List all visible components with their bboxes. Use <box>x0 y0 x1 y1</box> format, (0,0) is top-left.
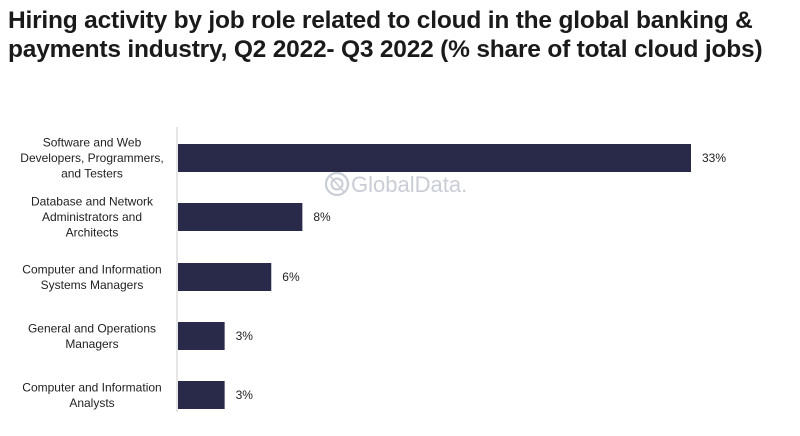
category-label-line: Database and Network <box>31 195 154 209</box>
category-label: Computer and Information Analysts <box>22 380 161 410</box>
category-label-line: and Testers <box>61 167 123 181</box>
category-label-line: Computer and Information <box>22 380 161 394</box>
bar <box>178 263 272 291</box>
globaldata-logo-icon <box>324 171 350 197</box>
value-labels: 33% 8% 6% 3% 3% <box>236 151 727 402</box>
category-label-line: Managers <box>65 337 118 351</box>
category-label-line: Computer and Information <box>22 262 161 276</box>
value-label: 8% <box>313 210 331 224</box>
value-label: 3% <box>236 388 254 402</box>
category-label-line: Architects <box>66 226 119 240</box>
value-label: 3% <box>236 329 254 343</box>
category-label-line: Analysts <box>69 396 114 410</box>
value-label: 33% <box>702 151 726 165</box>
bars-group <box>178 144 691 409</box>
category-label: General and Operations Managers <box>28 321 156 351</box>
watermark: GlobalData. <box>324 171 467 197</box>
category-label-line: Developers, Programmers, <box>20 151 163 165</box>
bar <box>178 203 303 231</box>
category-labels: Software and Web Developers, Programmers,… <box>20 136 163 410</box>
chart-title: Hiring activity by job role related to c… <box>8 7 763 63</box>
bar <box>178 381 225 409</box>
category-label: Database and Network Administrators and Ar… <box>31 195 154 240</box>
category-label: Computer and Information Systems Managers <box>22 262 161 292</box>
category-label-line: Administrators and <box>42 210 142 224</box>
category-label: Software and Web Developers, Programmers,… <box>20 136 163 181</box>
value-label: 6% <box>282 270 300 284</box>
category-label-line: General and Operations <box>28 321 156 335</box>
bar <box>178 144 691 172</box>
category-label-line: Software and Web <box>43 136 142 150</box>
category-label-line: Systems Managers <box>41 278 144 292</box>
watermark-text: GlobalData. <box>351 172 467 197</box>
bar <box>178 322 225 350</box>
